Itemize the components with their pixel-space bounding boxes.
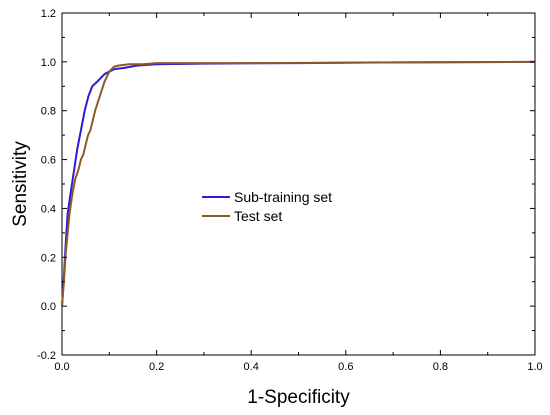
y-tick-label: 1.2 (41, 8, 56, 20)
y-axis-ticks: -0.2 0.0 0.2 0.4 0.6 0.8 1.0 1.2 (37, 8, 535, 362)
series-layer (61, 60, 536, 307)
x-axis-ticks: 0.0 0.2 0.4 0.6 0.8 1.0 (54, 13, 543, 373)
y-tick-label: 0.6 (41, 155, 56, 167)
y-tick-label: 0.8 (41, 106, 56, 118)
x-tick-label: 0.4 (244, 361, 259, 373)
y-tick-label: 0.4 (41, 203, 56, 215)
y-tick-label: 1.0 (41, 57, 56, 69)
x-tick-label: 0.8 (433, 361, 448, 373)
y-tick-label: 0.0 (41, 301, 56, 313)
series-line-1 (61, 60, 536, 307)
x-axis-title: 1-Specificity (247, 387, 350, 408)
x-tick-label: 1.0 (527, 361, 542, 373)
legend-label-0: Sub-training set (234, 189, 332, 205)
x-tick-label: 0.2 (149, 361, 164, 373)
y-axis-title: Sensitivity (10, 141, 31, 227)
y-tick-label: 0.2 (41, 252, 56, 264)
x-tick-label: 0.6 (338, 361, 353, 373)
x-tick-label: 0.0 (54, 361, 69, 373)
y-tick-label: -0.2 (37, 350, 56, 362)
legend-label-1: Test set (234, 208, 282, 224)
legend: Sub-training set Test set (202, 189, 332, 224)
series-line-0 (61, 60, 536, 307)
